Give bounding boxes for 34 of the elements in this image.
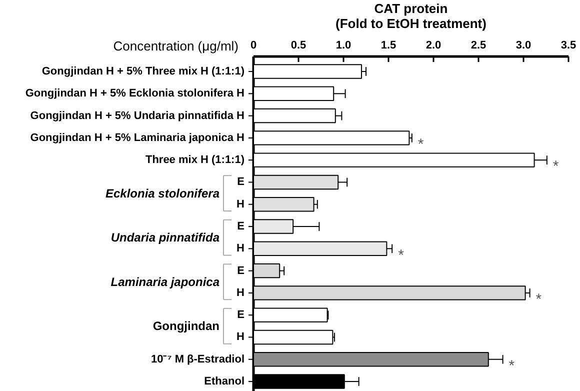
text: Gongjindan (152, 319, 220, 334)
text: Ecklonia stolonifera (105, 186, 220, 200)
x-tick-label: 0.5 (290, 40, 306, 52)
y-tick-label: E (237, 264, 245, 277)
y-tick-label: H (236, 198, 245, 210)
text: Laminaria japonica (110, 274, 220, 289)
data-label: * (508, 358, 515, 374)
y-tick-label: Ethanol (204, 376, 245, 388)
x-tick-label: 2.0 (426, 40, 442, 52)
x-tick-label: 0 (250, 40, 257, 52)
x-axis-title: CAT protein (Fold to EtOH treatment) (336, 0, 486, 31)
data-label: * (536, 291, 542, 308)
data-label: * (418, 136, 424, 154)
y-tick-label: E (237, 309, 245, 322)
y-tick-label: E (237, 176, 245, 188)
y-tick-label: H (236, 286, 245, 299)
y-tick-label: 10⁻⁷ M β-Estradiol (151, 353, 245, 366)
y-tick-label: H (236, 242, 245, 255)
y-tick-label: Gongjindan H + 5% Three mix H (1:1:1) (42, 66, 245, 78)
y-tick-label: Gongjindan H + 5% Laminaria japonica H (30, 132, 245, 144)
y-tick-label: Gongjindan H + 5% Undaria pinnatifida H (30, 110, 245, 122)
text: Undaria pinnatifida (110, 230, 220, 245)
x-tick-label: 1.5 (380, 40, 396, 52)
x-tick-label: 3.5 (560, 40, 576, 52)
data-label: * (552, 158, 559, 176)
y-tick-label: H (236, 331, 245, 344)
y-tick-label: Three mix H (1:1:1) (145, 154, 245, 166)
y-axis-title: Concentration (μg/ml) (113, 38, 239, 54)
y-tick-label: Gongjindan H + 5% Ecklonia stolonifera H (25, 88, 245, 100)
x-tick-label: 3.0 (516, 40, 532, 52)
x-tick-label: 1.0 (336, 40, 352, 52)
x-tick-label: 2.5 (470, 40, 486, 52)
data-label: * (398, 246, 404, 264)
y-tick-label: E (237, 220, 245, 232)
